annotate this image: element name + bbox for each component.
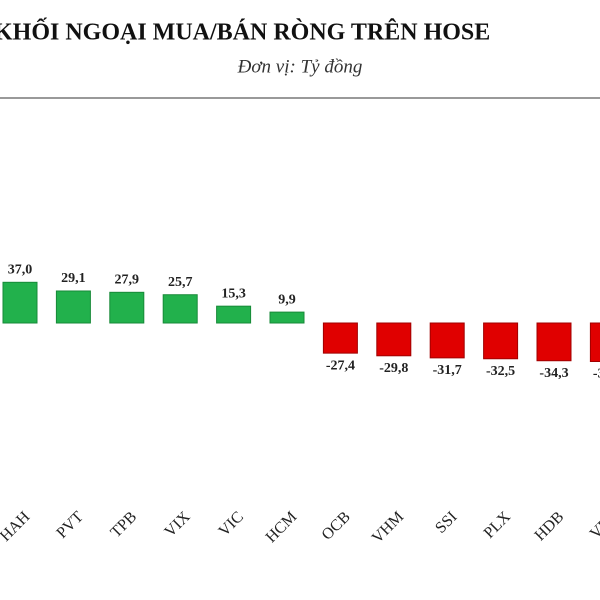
bar [322, 322, 358, 354]
bar [55, 290, 91, 324]
bar [376, 322, 412, 357]
value-label: 37,0 [8, 263, 33, 278]
x-tick-label: TPB [107, 508, 140, 541]
value-label: 15,3 [221, 286, 246, 301]
value-label: 29,1 [61, 271, 86, 286]
x-tick-label: PVT [53, 508, 87, 542]
bar [589, 322, 600, 362]
chart-title: KHỐI NGOẠI MUA/BÁN RÒNG TRÊN HOSE [0, 19, 490, 46]
value-label: 27,9 [115, 273, 140, 288]
value-label: -27,4 [326, 358, 355, 373]
bar [483, 322, 519, 360]
value-label: 9,9 [278, 292, 296, 307]
x-tick-label: OCB [319, 508, 354, 543]
bar [109, 291, 145, 324]
value-label: -35,0 [593, 367, 600, 382]
x-tick-label: VIC [216, 508, 248, 540]
chart-subtitle: Đơn vị: Tỷ đồng [237, 56, 363, 77]
x-tick-label: PLX [481, 508, 515, 542]
bar [536, 322, 572, 362]
value-label: 25,7 [168, 275, 193, 290]
bar [269, 311, 305, 324]
x-tick-label: HCM [263, 508, 301, 546]
x-tick-label: VPB [587, 508, 600, 542]
value-label: -34,3 [539, 366, 568, 381]
value-label: -31,7 [433, 363, 462, 378]
x-tick-label: VHM [369, 508, 407, 546]
bar [216, 305, 252, 324]
value-label: -32,5 [486, 364, 515, 379]
bar [429, 322, 465, 359]
value-label: -29,8 [379, 361, 408, 376]
x-tick-label: SSI [432, 508, 460, 536]
bar [2, 281, 38, 324]
x-tick-label: VIX [161, 508, 193, 540]
bar [162, 294, 198, 324]
x-tick-label: HAH [0, 508, 34, 545]
x-tick-label: HDB [532, 508, 568, 544]
